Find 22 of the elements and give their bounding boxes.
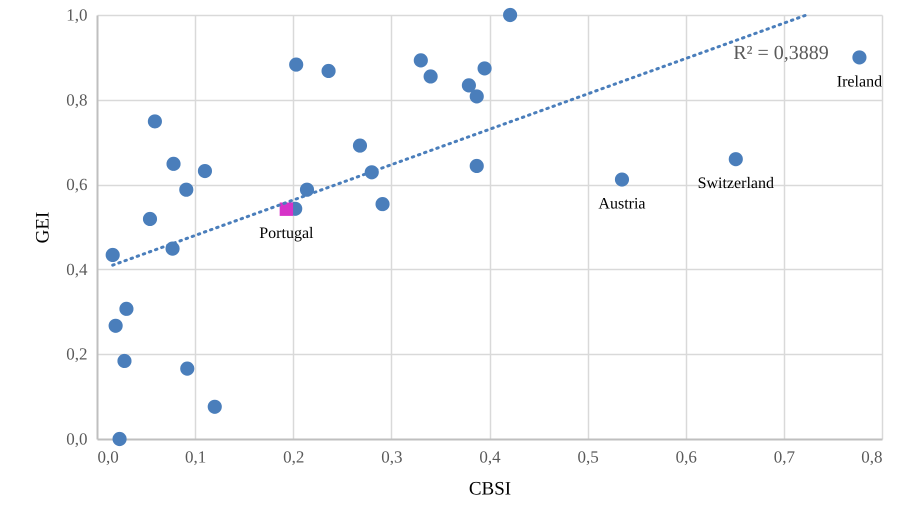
y-tick-label: 0,0 — [66, 430, 88, 448]
annotation: Portugal — [259, 225, 314, 242]
x-tick-label: 0,6 — [676, 448, 697, 466]
y-tick-label: 0,2 — [66, 344, 88, 364]
y-tick-label: 0,8 — [66, 90, 88, 110]
x-axis-title: CBSI — [468, 478, 512, 500]
x-tick-label: 0,8 — [861, 448, 882, 466]
y-tick-label: 0,4 — [66, 260, 88, 279]
x-tick-label: 0,4 — [479, 448, 502, 466]
x-tick-label: 0,3 — [381, 448, 402, 466]
y-tick-label: 1,0 — [66, 6, 88, 24]
annotation: R² = 0,3889 — [733, 42, 829, 64]
y-axis-title: GEI — [32, 212, 54, 244]
x-tick-label: 0,7 — [774, 448, 796, 466]
x-tick-label: 0,2 — [283, 448, 304, 466]
x-tick-label: 0,1 — [185, 448, 206, 466]
annotation: Ireland — [836, 73, 882, 90]
annotation: Switzerland — [698, 175, 774, 192]
annotation: Austria — [598, 196, 646, 213]
y-tick-label: 0,6 — [66, 175, 88, 194]
x-tick-label: 0,5 — [578, 448, 599, 466]
x-tick-label: 0,0 — [98, 448, 119, 466]
